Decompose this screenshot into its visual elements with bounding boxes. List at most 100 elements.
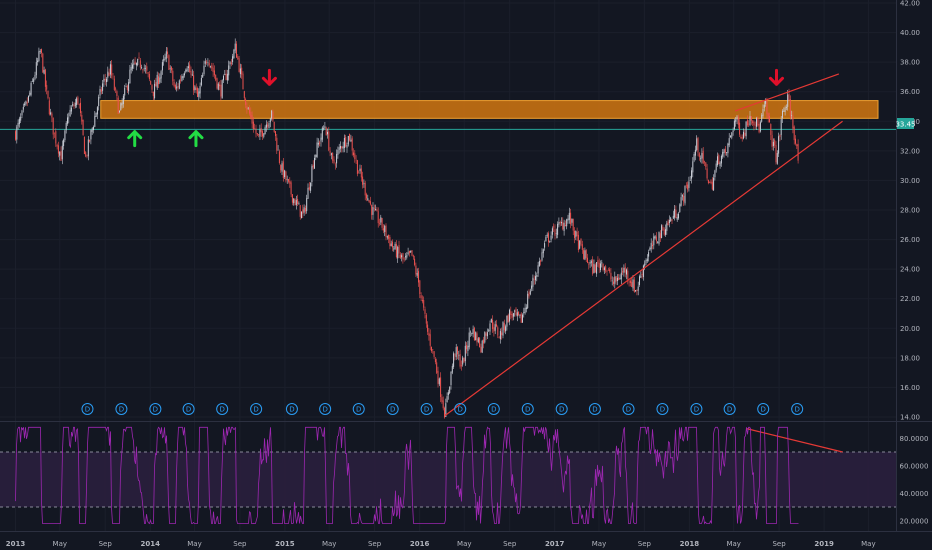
dividend-marker-icon[interactable] <box>487 403 500 415</box>
candle-body <box>735 119 737 122</box>
candle-body <box>211 65 213 69</box>
candle-body <box>675 209 677 218</box>
candle-body <box>620 272 622 280</box>
dividend-marker-icon[interactable] <box>319 403 332 415</box>
annotation-arrows[interactable] <box>127 68 784 148</box>
price-tick-label: 26.00 <box>900 236 920 244</box>
candle-body <box>164 57 166 61</box>
price-axis[interactable]: 14.00 16.00 18.00 20.00 22.00 24.00 26.00 28.00… <box>900 0 920 422</box>
candle-body <box>289 180 291 184</box>
candle-body <box>54 132 56 134</box>
trendlines[interactable] <box>444 73 843 453</box>
candle-body <box>169 68 171 70</box>
dividend-marker-icon[interactable] <box>81 403 94 415</box>
candle-body <box>769 115 771 123</box>
candle-body <box>507 315 509 323</box>
candle-body <box>618 277 620 281</box>
candle-body <box>158 76 160 85</box>
support-trendline[interactable] <box>444 120 843 417</box>
candle-body <box>795 138 797 144</box>
candle-body <box>483 339 485 344</box>
candle-body <box>392 241 394 248</box>
rsi-axis[interactable]: 20.0000 40.0000 60.0000 80.0000 <box>900 435 929 526</box>
candle-body <box>320 137 322 142</box>
candle-body <box>485 333 487 336</box>
dividend-marker-icon[interactable] <box>386 403 399 415</box>
candle-body <box>659 233 661 238</box>
dividend-marker-icon[interactable] <box>521 403 534 415</box>
down-arrow-icon[interactable] <box>261 68 277 86</box>
upper-wedge-line[interactable] <box>734 73 840 112</box>
dividend-marker-icon[interactable] <box>420 403 433 415</box>
candle-body <box>557 223 559 235</box>
candle-body <box>691 170 693 179</box>
dividend-marker-icon[interactable] <box>555 403 568 415</box>
candle-body <box>281 163 283 172</box>
candle-body <box>184 73 186 76</box>
candle-body <box>434 359 436 363</box>
candle-body <box>688 181 690 188</box>
candle-body <box>173 81 175 87</box>
candle-body <box>52 117 54 135</box>
dividend-marker-icon[interactable] <box>791 403 804 415</box>
dividend-marker-icon[interactable] <box>622 403 635 415</box>
candle-body <box>178 80 180 89</box>
candle-body <box>159 77 161 83</box>
dividend-marker-icon[interactable] <box>216 403 229 415</box>
candle-body <box>731 132 733 138</box>
candle-body <box>570 212 572 225</box>
resistance-zone[interactable] <box>100 100 879 119</box>
candle-body <box>64 130 66 141</box>
candle-body <box>29 92 31 96</box>
candle-body <box>381 218 383 228</box>
candle-body <box>18 118 20 125</box>
candle-body <box>229 61 231 65</box>
candle-body <box>583 250 585 260</box>
candle-body <box>299 205 301 217</box>
up-arrow-icon[interactable] <box>127 130 143 148</box>
dividend-marker-icon[interactable] <box>757 403 770 415</box>
candle-body <box>635 290 637 292</box>
dividend-marker-icon[interactable] <box>250 403 263 415</box>
candle-body <box>709 182 711 183</box>
candle-body <box>652 244 654 247</box>
candle-body <box>566 219 568 227</box>
up-arrow-icon[interactable] <box>188 130 204 148</box>
candle-body <box>606 271 608 272</box>
candle-body <box>592 259 594 274</box>
dividend-marker-icon[interactable] <box>285 403 298 415</box>
dividend-marker-icon[interactable] <box>115 403 128 415</box>
dividend-marker-icon[interactable] <box>588 403 601 415</box>
dividend-marker-icon[interactable] <box>182 403 195 415</box>
candle-body <box>629 280 631 283</box>
price-tick-label: 32.00 <box>900 147 920 155</box>
rsi-divergence-line[interactable] <box>746 428 843 453</box>
dividend-marker-icon[interactable] <box>149 403 162 415</box>
dividend-marker-icon[interactable] <box>454 403 467 415</box>
candle-body <box>553 226 555 228</box>
candle-body <box>432 349 434 350</box>
resistance-zone-box[interactable] <box>100 100 879 119</box>
candle-body <box>577 234 579 250</box>
dividend-marker-icon[interactable] <box>352 403 365 415</box>
candle-body <box>684 185 686 204</box>
candle-body <box>245 99 247 105</box>
dividend-marker-icon[interactable] <box>723 403 736 415</box>
candle-body <box>506 315 508 327</box>
candle-body <box>713 177 715 191</box>
dividend-marker-label: D <box>289 406 294 414</box>
candle-body <box>319 142 321 144</box>
candle-body <box>609 269 611 272</box>
dividend-marker-icon[interactable] <box>656 403 669 415</box>
candle-body <box>401 255 403 258</box>
candle-body <box>668 219 670 224</box>
candle-body <box>525 307 527 310</box>
down-arrow-icon[interactable] <box>768 68 784 86</box>
candle-body <box>219 84 221 87</box>
time-axis[interactable]: 2013 May Sep 2014 May Sep 2015 May Sep 2016 May Sep… <box>6 540 876 548</box>
dividend-marker-icon[interactable] <box>690 403 703 415</box>
rsi-tick-label: 40.0000 <box>900 490 929 498</box>
candle-body <box>433 351 435 357</box>
candle-body <box>693 153 695 161</box>
